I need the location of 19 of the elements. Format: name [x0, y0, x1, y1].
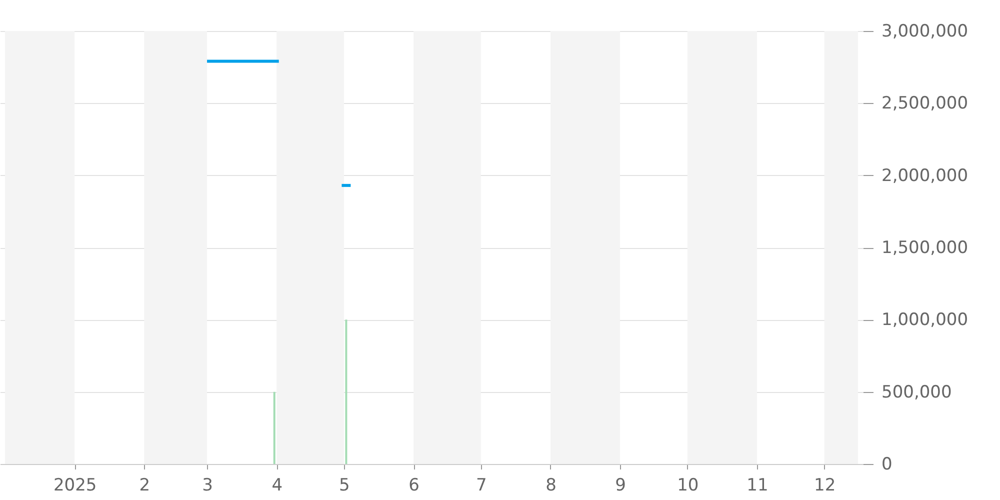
x-tick-label: 9 [615, 476, 626, 496]
x-tick-label: 5 [339, 476, 350, 496]
x-tick-label: 7 [476, 476, 487, 496]
y-tick-label: 500,000 [882, 382, 952, 402]
x-tick-label: 6 [408, 476, 420, 496]
x-tick-label: 2025 [53, 476, 97, 496]
y-tick-label: 1,500,000 [882, 238, 968, 258]
x-tick-label: 12 [814, 476, 836, 496]
y-tick-label: 0 [882, 454, 892, 474]
x-tick-label: 4 [272, 476, 283, 496]
x-tick-label: 8 [546, 476, 556, 496]
y-tick-label: 3,000,000 [882, 22, 968, 42]
x-tick-label: 10 [677, 476, 699, 496]
x-tick-label: 3 [202, 476, 213, 496]
y-tick-label: 1,000,000 [882, 310, 968, 330]
x-tick-label: 2 [139, 476, 150, 496]
x-tick-label: 11 [746, 476, 768, 496]
y-tick-label: 2,500,000 [882, 94, 968, 114]
y-tick-label: 2,000,000 [882, 166, 968, 186]
